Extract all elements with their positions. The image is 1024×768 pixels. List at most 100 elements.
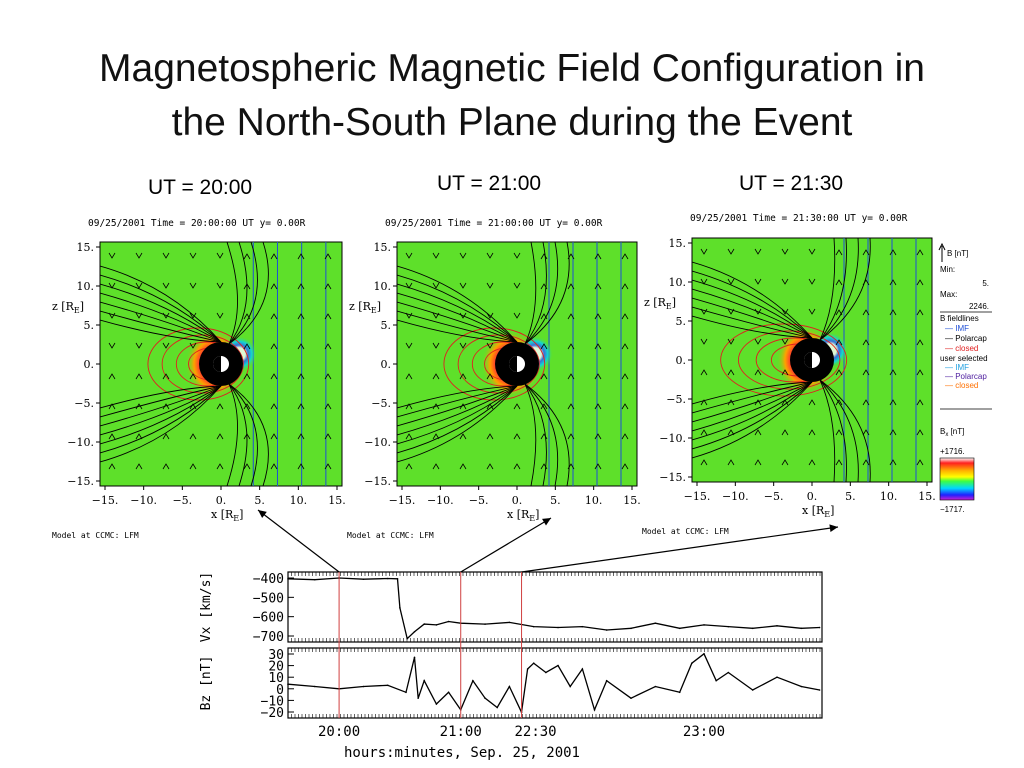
earth-nightside <box>213 356 221 372</box>
flow-arrow <box>916 249 924 256</box>
flow-arrow <box>916 429 924 436</box>
legend-polarcap: — Polarcap <box>945 334 987 343</box>
data-point <box>569 685 572 688</box>
flow-arrow <box>621 283 629 290</box>
flow-arrow <box>216 433 224 440</box>
flow-arrow <box>108 342 116 349</box>
legend-max-value: 2246. <box>969 302 989 311</box>
title-line-2: the North-South Plane during the Event <box>171 101 853 144</box>
x-tick-label: −5. <box>469 494 489 507</box>
flow-arrow <box>405 463 413 470</box>
flow-arrow <box>621 403 629 410</box>
data-point <box>399 607 401 609</box>
flow-arrow <box>297 463 305 470</box>
data-point <box>800 685 803 688</box>
flow-arrow <box>727 429 735 436</box>
data-point <box>678 691 681 694</box>
flow-arrow <box>727 248 735 255</box>
flow-arrow <box>567 373 575 380</box>
legend-user-selected: user selected <box>940 354 988 363</box>
flow-arrow <box>297 403 305 410</box>
flow-arrow <box>754 429 762 436</box>
flow-arrow <box>108 282 116 289</box>
flow-arrow <box>594 463 602 470</box>
flow-arrow <box>700 338 708 345</box>
polarcap-fieldline <box>100 319 222 343</box>
polarcap-fieldline <box>397 283 518 343</box>
panel-header: 09/25/2001 Time = 21:00:00 UT y= 0.00R <box>385 218 603 229</box>
data-point <box>413 656 416 659</box>
z-tick-label: 5. <box>381 319 392 332</box>
data-point <box>630 627 632 630</box>
earth-nightside <box>509 356 517 372</box>
model-credit: Model at CCMC: LFM <box>642 527 729 536</box>
z-tick-label: −15. <box>659 471 686 484</box>
flow-arrow <box>270 283 278 290</box>
flow-arrow <box>862 429 870 436</box>
flow-arrow <box>108 252 116 259</box>
flow-arrow <box>486 252 494 259</box>
polarcap-fieldline <box>819 379 871 482</box>
data-point <box>532 662 535 664</box>
polarcap-fieldline <box>100 301 222 343</box>
flow-arrow <box>567 313 575 320</box>
legend-imf: — IMF <box>945 324 969 333</box>
z-tick-label: −10. <box>659 432 686 445</box>
flow-arrow <box>700 399 708 406</box>
data-point <box>386 577 389 580</box>
flow-arrow <box>889 369 897 376</box>
polarcap-fieldline <box>100 385 222 409</box>
flow-arrow <box>297 433 305 440</box>
data-point <box>557 664 559 667</box>
flow-arrow <box>781 308 789 315</box>
data-point <box>532 625 535 628</box>
polarcap-fieldline <box>226 383 238 486</box>
flow-arrow <box>108 373 116 380</box>
polarcap-fieldline <box>524 242 559 345</box>
flow-arrow <box>513 463 521 470</box>
flow-arrow <box>459 342 467 349</box>
polarcap-fieldline <box>100 385 222 427</box>
flow-arrow <box>216 463 224 470</box>
flow-arrow <box>459 403 467 410</box>
flow-arrow <box>486 403 494 410</box>
polarcap-fieldline <box>692 381 813 441</box>
flow-arrow <box>135 433 143 440</box>
flow-arrow <box>808 399 816 406</box>
z-tick-label: 15. <box>669 237 687 250</box>
x-tick-label: 21:00 <box>440 724 482 740</box>
flow-arrow <box>621 253 629 260</box>
flow-arrow <box>432 282 440 289</box>
flow-arrow <box>781 429 789 436</box>
flow-arrow <box>727 278 735 285</box>
slide-title: Magnetospheric Magnetic Field Configurat… <box>0 42 1024 150</box>
field-lines <box>397 242 629 486</box>
data-point <box>396 578 399 580</box>
flow-arrow <box>540 313 548 320</box>
flow-arrow <box>567 463 575 470</box>
legend-colorbar <box>939 457 975 501</box>
polarcap-fieldline <box>692 381 813 459</box>
flow-arrow <box>324 403 332 410</box>
b-arrowhead-icon <box>938 242 946 251</box>
z-tick-label: 5. <box>676 315 687 328</box>
flow-arrow <box>297 343 305 350</box>
data-point <box>605 629 608 631</box>
y-axis-label: Vx [km/s] <box>199 572 214 642</box>
flow-arrow <box>162 433 170 440</box>
flow-arrow <box>405 342 413 349</box>
flow-arrow <box>432 342 440 349</box>
data-point <box>313 685 316 688</box>
data-point <box>751 689 754 691</box>
flow-arrow <box>916 339 924 346</box>
data-point <box>581 625 584 628</box>
flow-arrow <box>162 463 170 470</box>
flow-arrow <box>781 459 789 466</box>
flow-arrow <box>189 373 197 380</box>
flow-arrow <box>700 248 708 255</box>
flow-arrow <box>405 373 413 380</box>
data-point <box>703 624 705 626</box>
flow-arrow <box>540 373 548 380</box>
polarcap-fieldline <box>819 238 847 341</box>
